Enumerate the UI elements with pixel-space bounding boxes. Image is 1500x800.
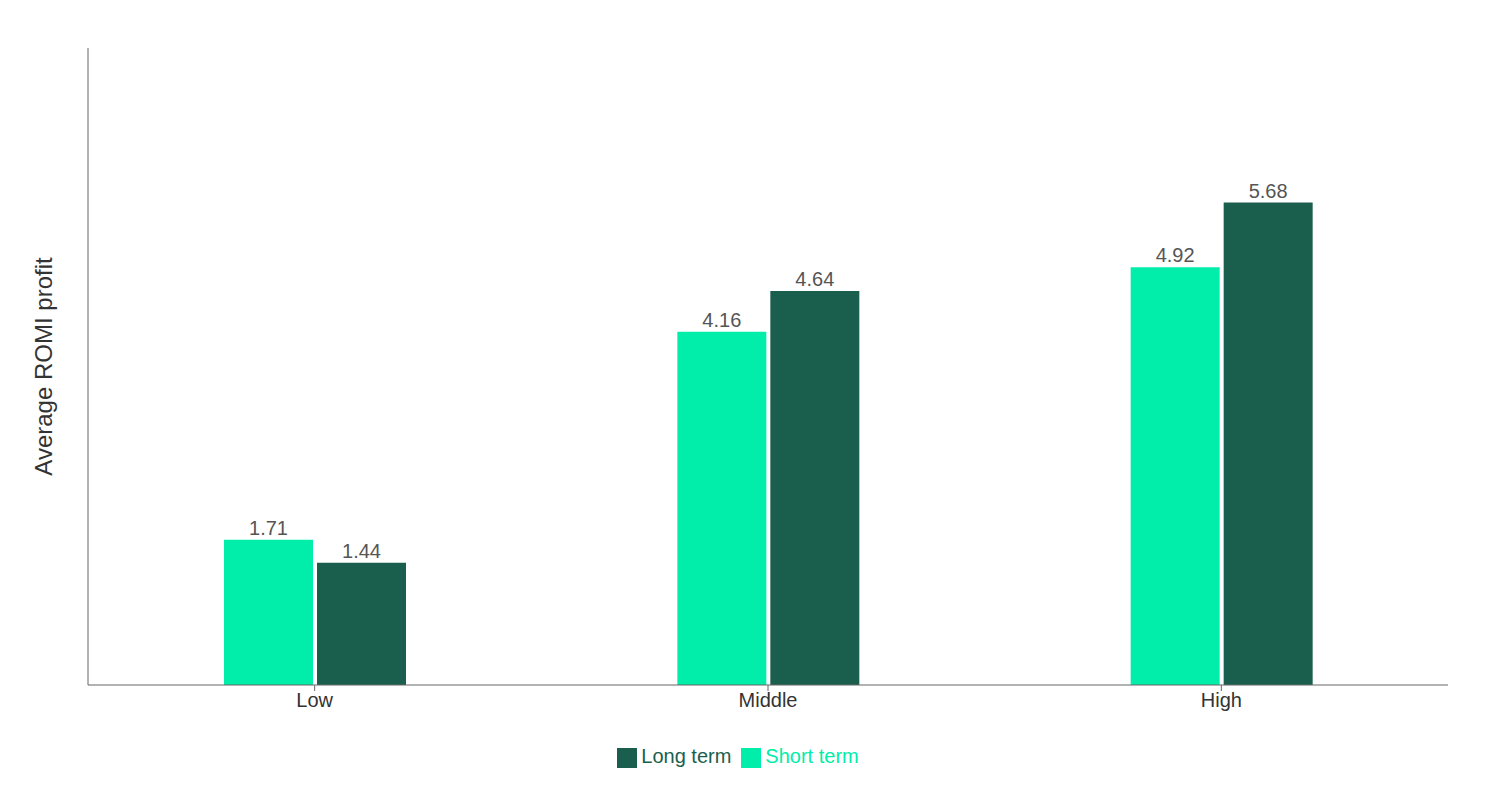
svg-text:Average ROMI profit: Average ROMI profit [30,257,57,476]
svg-text:High: High [1201,689,1242,711]
html-text:Short term: Short term [765,745,859,767]
svg-text:Low: Low [296,689,333,711]
svg-text:Middle: Middle [739,689,798,711]
svg-text:5.68: 5.68 [1249,180,1288,202]
html-text:Long term: Long term [641,745,732,767]
svg-text:4.92: 4.92 [1156,244,1195,266]
svg-text:4.16: 4.16 [702,309,741,331]
svg-text:1.44: 1.44 [342,540,381,562]
svg-text:1.71: 1.71 [249,517,288,539]
svg-text:4.64: 4.64 [795,268,834,290]
